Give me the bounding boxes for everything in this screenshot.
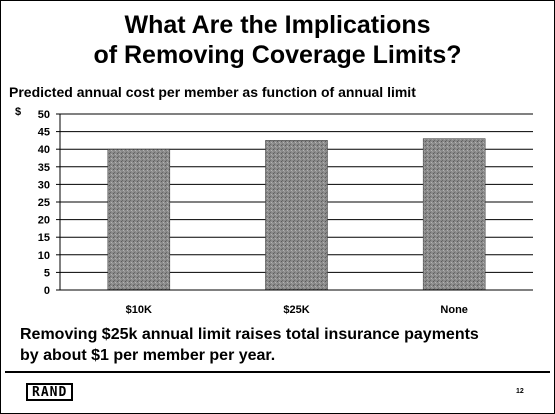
y-tick-label: 25 — [38, 197, 50, 209]
chart-subtitle: Predicted annual cost per member as func… — [9, 84, 416, 100]
x-category-label: $25K — [283, 304, 309, 316]
y-tick-label: 35 — [38, 162, 50, 174]
y-axis-ticks: 0 5 10 15 20 25 30 35 40 45 50 — [38, 109, 60, 297]
y-tick-label: 40 — [38, 144, 50, 156]
y-tick-label: 0 — [44, 285, 50, 297]
caption-line-2: by about $1 per member per year. — [20, 347, 276, 364]
slide-title: What Are the Implications of Removing Co… — [1, 10, 554, 70]
bar-chart: 0 5 10 15 20 25 30 35 40 45 50 $10K $25K None $ — [15, 106, 533, 316]
y-tick-label: 15 — [38, 232, 50, 244]
page-number: 12 — [516, 388, 524, 395]
x-category-label: None — [440, 304, 468, 316]
caption: Removing $25k annual limit raises total … — [20, 324, 550, 366]
slide-title-line-1: What Are the Implications — [124, 11, 431, 39]
bar-10k — [107, 148, 171, 291]
y-tick-label: 50 — [38, 109, 50, 121]
y-tick-label: 20 — [38, 215, 50, 227]
x-axis-labels: $10K $25K None — [126, 304, 468, 316]
bars — [107, 138, 486, 291]
y-axis-unit: $ — [15, 106, 21, 118]
x-category-label: $10K — [126, 304, 152, 316]
y-tick-label: 30 — [38, 179, 50, 191]
rand-logo: RAND — [26, 383, 74, 401]
y-tick-label: 10 — [38, 250, 50, 262]
y-tick-label: 45 — [38, 127, 50, 139]
y-tick-label: 5 — [44, 267, 50, 279]
footer-divider — [5, 371, 550, 373]
slide-title-line-2: of Removing Coverage Limits? — [93, 41, 462, 69]
bar-25k — [265, 140, 328, 291]
caption-line-1: Removing $25k annual limit raises total … — [20, 326, 479, 343]
bar-none — [422, 138, 486, 291]
